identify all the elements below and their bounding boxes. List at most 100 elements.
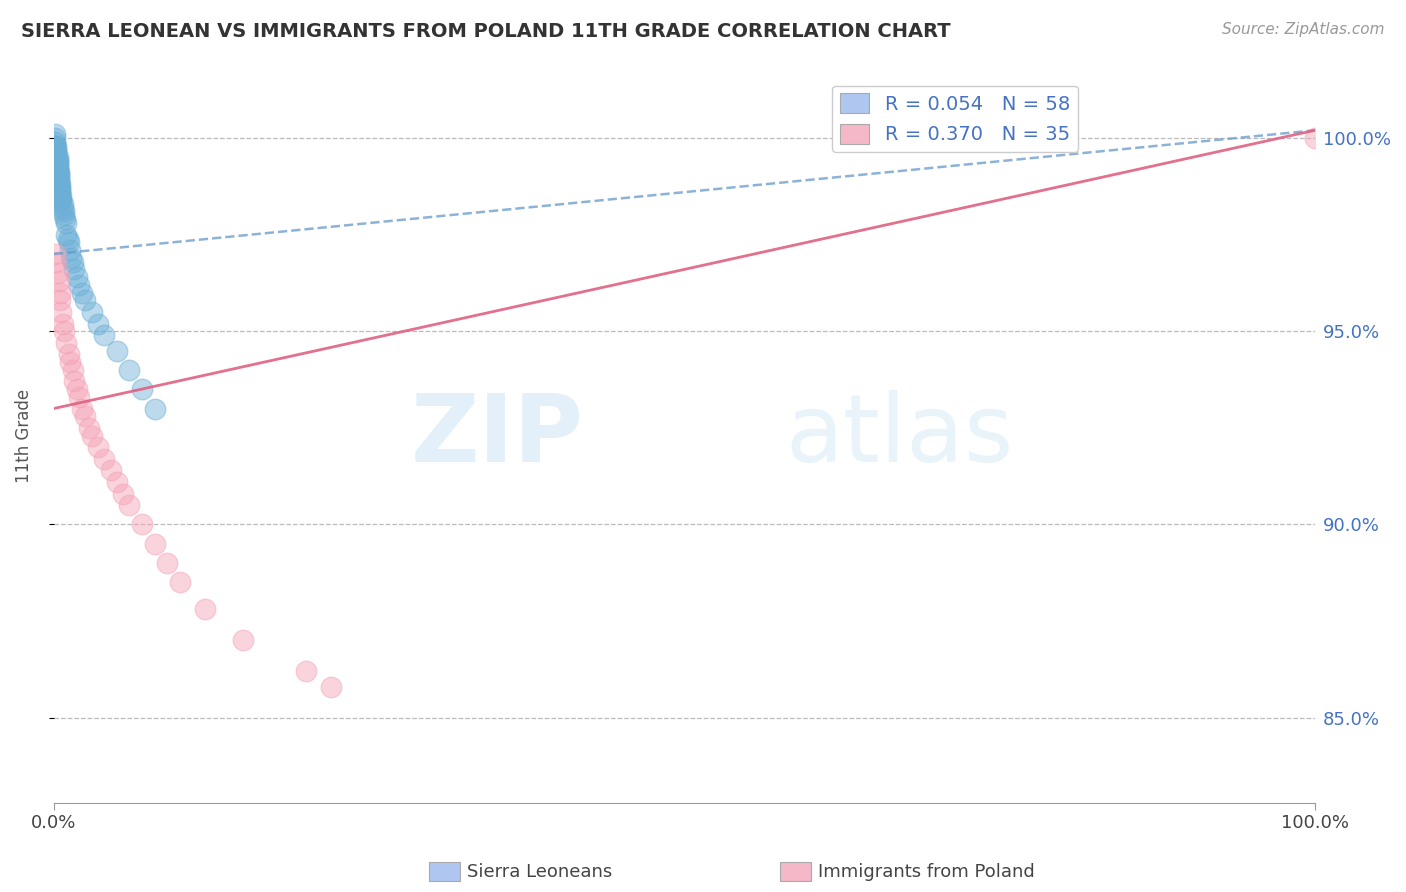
Point <box>49 189 72 203</box>
Point <box>48 173 70 187</box>
Point <box>93 451 115 466</box>
Point <box>70 285 93 300</box>
Point <box>77 421 100 435</box>
Point <box>118 363 141 377</box>
Point <box>48 274 70 288</box>
Point <box>46 161 69 176</box>
Text: Source: ZipAtlas.com: Source: ZipAtlas.com <box>1222 22 1385 37</box>
Point <box>46 150 69 164</box>
Point <box>62 363 84 377</box>
Point <box>75 409 97 424</box>
Point <box>65 270 87 285</box>
Point <box>44 135 66 149</box>
Point <box>63 262 86 277</box>
Point <box>59 243 82 257</box>
Point <box>46 161 69 176</box>
Text: ZIP: ZIP <box>411 390 583 482</box>
Point <box>58 347 80 361</box>
Point <box>100 463 122 477</box>
Point <box>105 475 128 489</box>
Point <box>52 201 75 215</box>
Point <box>143 537 166 551</box>
Point <box>51 193 73 207</box>
Point <box>58 235 80 250</box>
Point <box>46 158 69 172</box>
Text: Sierra Leoneans: Sierra Leoneans <box>467 863 612 881</box>
Point <box>80 428 103 442</box>
Point <box>105 343 128 358</box>
Point <box>1303 131 1326 145</box>
Point <box>45 254 67 268</box>
Point <box>44 138 66 153</box>
Point <box>49 181 72 195</box>
Point <box>65 382 87 396</box>
Point <box>59 355 82 369</box>
Point <box>52 204 75 219</box>
Point <box>46 158 69 172</box>
Legend: R = 0.054   N = 58, R = 0.370   N = 35: R = 0.054 N = 58, R = 0.370 N = 35 <box>832 86 1078 152</box>
Point <box>52 208 75 222</box>
Point <box>52 324 75 338</box>
Point <box>118 498 141 512</box>
Point <box>48 166 70 180</box>
Point <box>70 401 93 416</box>
Point <box>112 486 135 500</box>
Point <box>48 166 70 180</box>
Point <box>87 440 110 454</box>
Point <box>48 173 70 187</box>
Point <box>131 517 153 532</box>
Point <box>75 293 97 308</box>
Point <box>49 293 72 308</box>
Point <box>44 138 66 153</box>
Point <box>321 680 343 694</box>
Point <box>51 305 73 319</box>
Point <box>46 266 69 280</box>
Point <box>60 251 83 265</box>
Point <box>48 169 70 184</box>
Point <box>295 665 318 679</box>
Point <box>45 143 67 157</box>
Point <box>53 212 76 227</box>
Text: SIERRA LEONEAN VS IMMIGRANTS FROM POLAND 11TH GRADE CORRELATION CHART: SIERRA LEONEAN VS IMMIGRANTS FROM POLAND… <box>21 22 950 41</box>
Y-axis label: 11th Grade: 11th Grade <box>15 389 32 483</box>
Point <box>93 328 115 343</box>
Point <box>45 138 67 153</box>
Point <box>143 401 166 416</box>
Text: Immigrants from Poland: Immigrants from Poland <box>818 863 1035 881</box>
Point <box>62 254 84 268</box>
Point <box>52 317 75 331</box>
Point <box>55 335 77 350</box>
Point <box>49 185 72 199</box>
Point <box>49 285 72 300</box>
Point <box>49 181 72 195</box>
Point <box>194 602 217 616</box>
Point <box>49 185 72 199</box>
Point <box>63 375 86 389</box>
Point <box>45 150 67 164</box>
Text: atlas: atlas <box>785 390 1014 482</box>
Point <box>45 150 67 164</box>
Point <box>80 305 103 319</box>
Point <box>156 556 179 570</box>
Point <box>52 196 75 211</box>
Point <box>131 382 153 396</box>
Point <box>87 317 110 331</box>
Point <box>45 146 67 161</box>
Point <box>44 131 66 145</box>
Point <box>44 247 66 261</box>
Point <box>67 277 90 292</box>
Point <box>44 127 66 141</box>
Point <box>51 193 73 207</box>
Point <box>67 390 90 404</box>
Point <box>45 143 67 157</box>
Point <box>51 189 73 203</box>
Point <box>55 216 77 230</box>
Point <box>46 154 69 169</box>
Point <box>169 575 191 590</box>
Point <box>49 178 72 192</box>
Point <box>56 231 79 245</box>
Point <box>46 154 69 169</box>
Point <box>48 169 70 184</box>
Point <box>55 227 77 242</box>
Point <box>45 146 67 161</box>
